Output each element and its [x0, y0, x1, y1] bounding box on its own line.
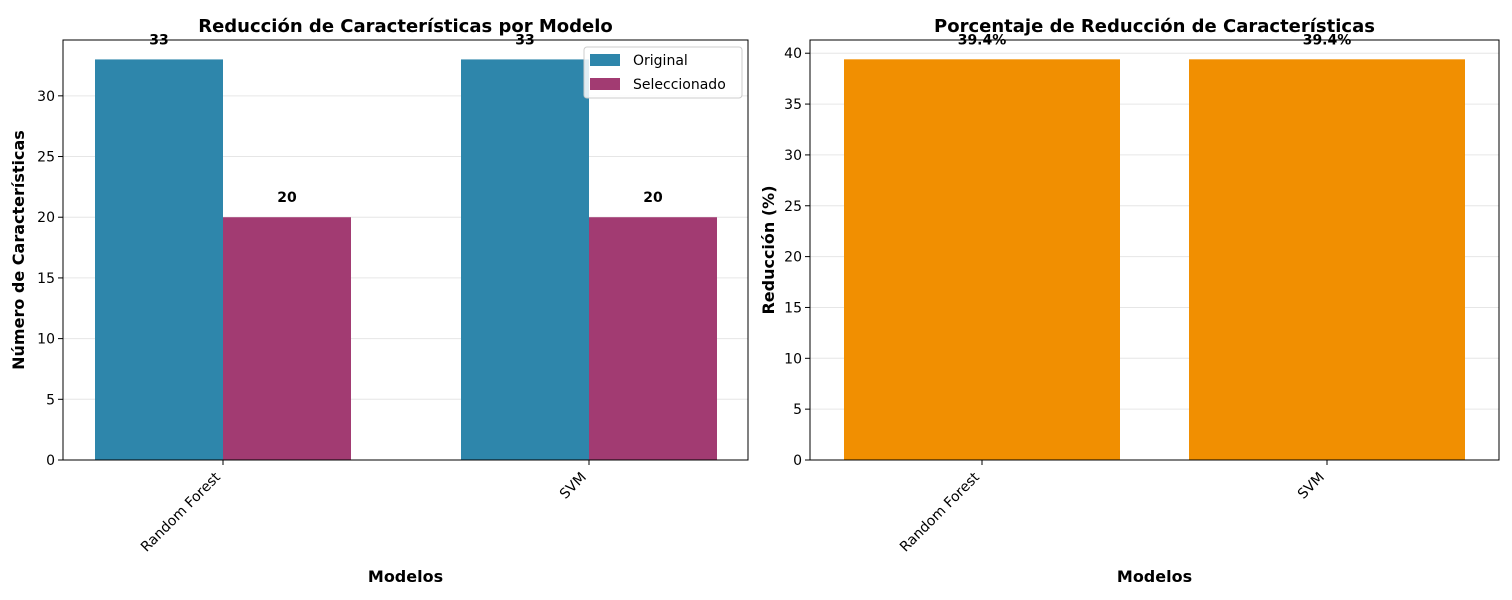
bar-seleccionado-1	[223, 217, 351, 460]
bar-original-1	[95, 59, 223, 460]
y-tick-label: 25	[784, 199, 802, 215]
bar-seleccionado-2	[589, 217, 717, 460]
y-axis-label: Número de Características	[9, 130, 28, 370]
chart-title: Porcentaje de Reducción de Característic…	[934, 16, 1375, 37]
y-tick-label: 15	[37, 271, 55, 287]
bar-reduction-1	[844, 59, 1120, 461]
y-axis-label: Reducción (%)	[759, 185, 778, 314]
y-tick-label: 30	[37, 89, 55, 105]
data-label: 20	[277, 190, 297, 206]
x-tick-label: Random Forest	[138, 469, 224, 555]
y-tick-label: 0	[46, 453, 55, 469]
y-tick-label: 5	[46, 392, 55, 408]
y-tick-label: 20	[37, 210, 55, 226]
x-tick-label: SVM	[557, 470, 590, 503]
plot-frame	[62, 39, 749, 461]
y-tick-label: 40	[784, 46, 802, 62]
legend: Original Seleccionado	[583, 46, 743, 99]
y-tick-label: 10	[784, 351, 802, 367]
legend-box	[583, 46, 743, 99]
x-tick-label: SVM	[1295, 470, 1328, 503]
legend-label: Seleccionado	[633, 77, 726, 93]
y-tick-label: 25	[37, 150, 55, 166]
x-axis-label: Modelos	[1117, 567, 1192, 586]
y-tick-label: 20	[784, 250, 802, 266]
y-tick-label: 30	[784, 148, 802, 164]
legend-swatch-seleccionado	[590, 78, 620, 90]
x-tick-label: Random Forest	[897, 469, 983, 555]
legend-label: Original	[633, 53, 688, 69]
y-tick-label: 5	[793, 402, 802, 418]
x-axis-label: Modelos	[368, 567, 443, 586]
y-tick-label: 15	[784, 300, 802, 316]
y-tick-label: 10	[37, 332, 55, 348]
data-label: 20	[643, 190, 663, 206]
chart-title: Reducción de Características por Modelo	[198, 16, 613, 37]
plot-frame	[809, 39, 1500, 461]
bar-reduction-2	[1189, 59, 1465, 461]
y-tick-label: 0	[793, 453, 802, 469]
legend-swatch-original	[590, 54, 620, 66]
y-tick-label: 35	[784, 97, 802, 113]
bar-original-2	[461, 59, 589, 460]
